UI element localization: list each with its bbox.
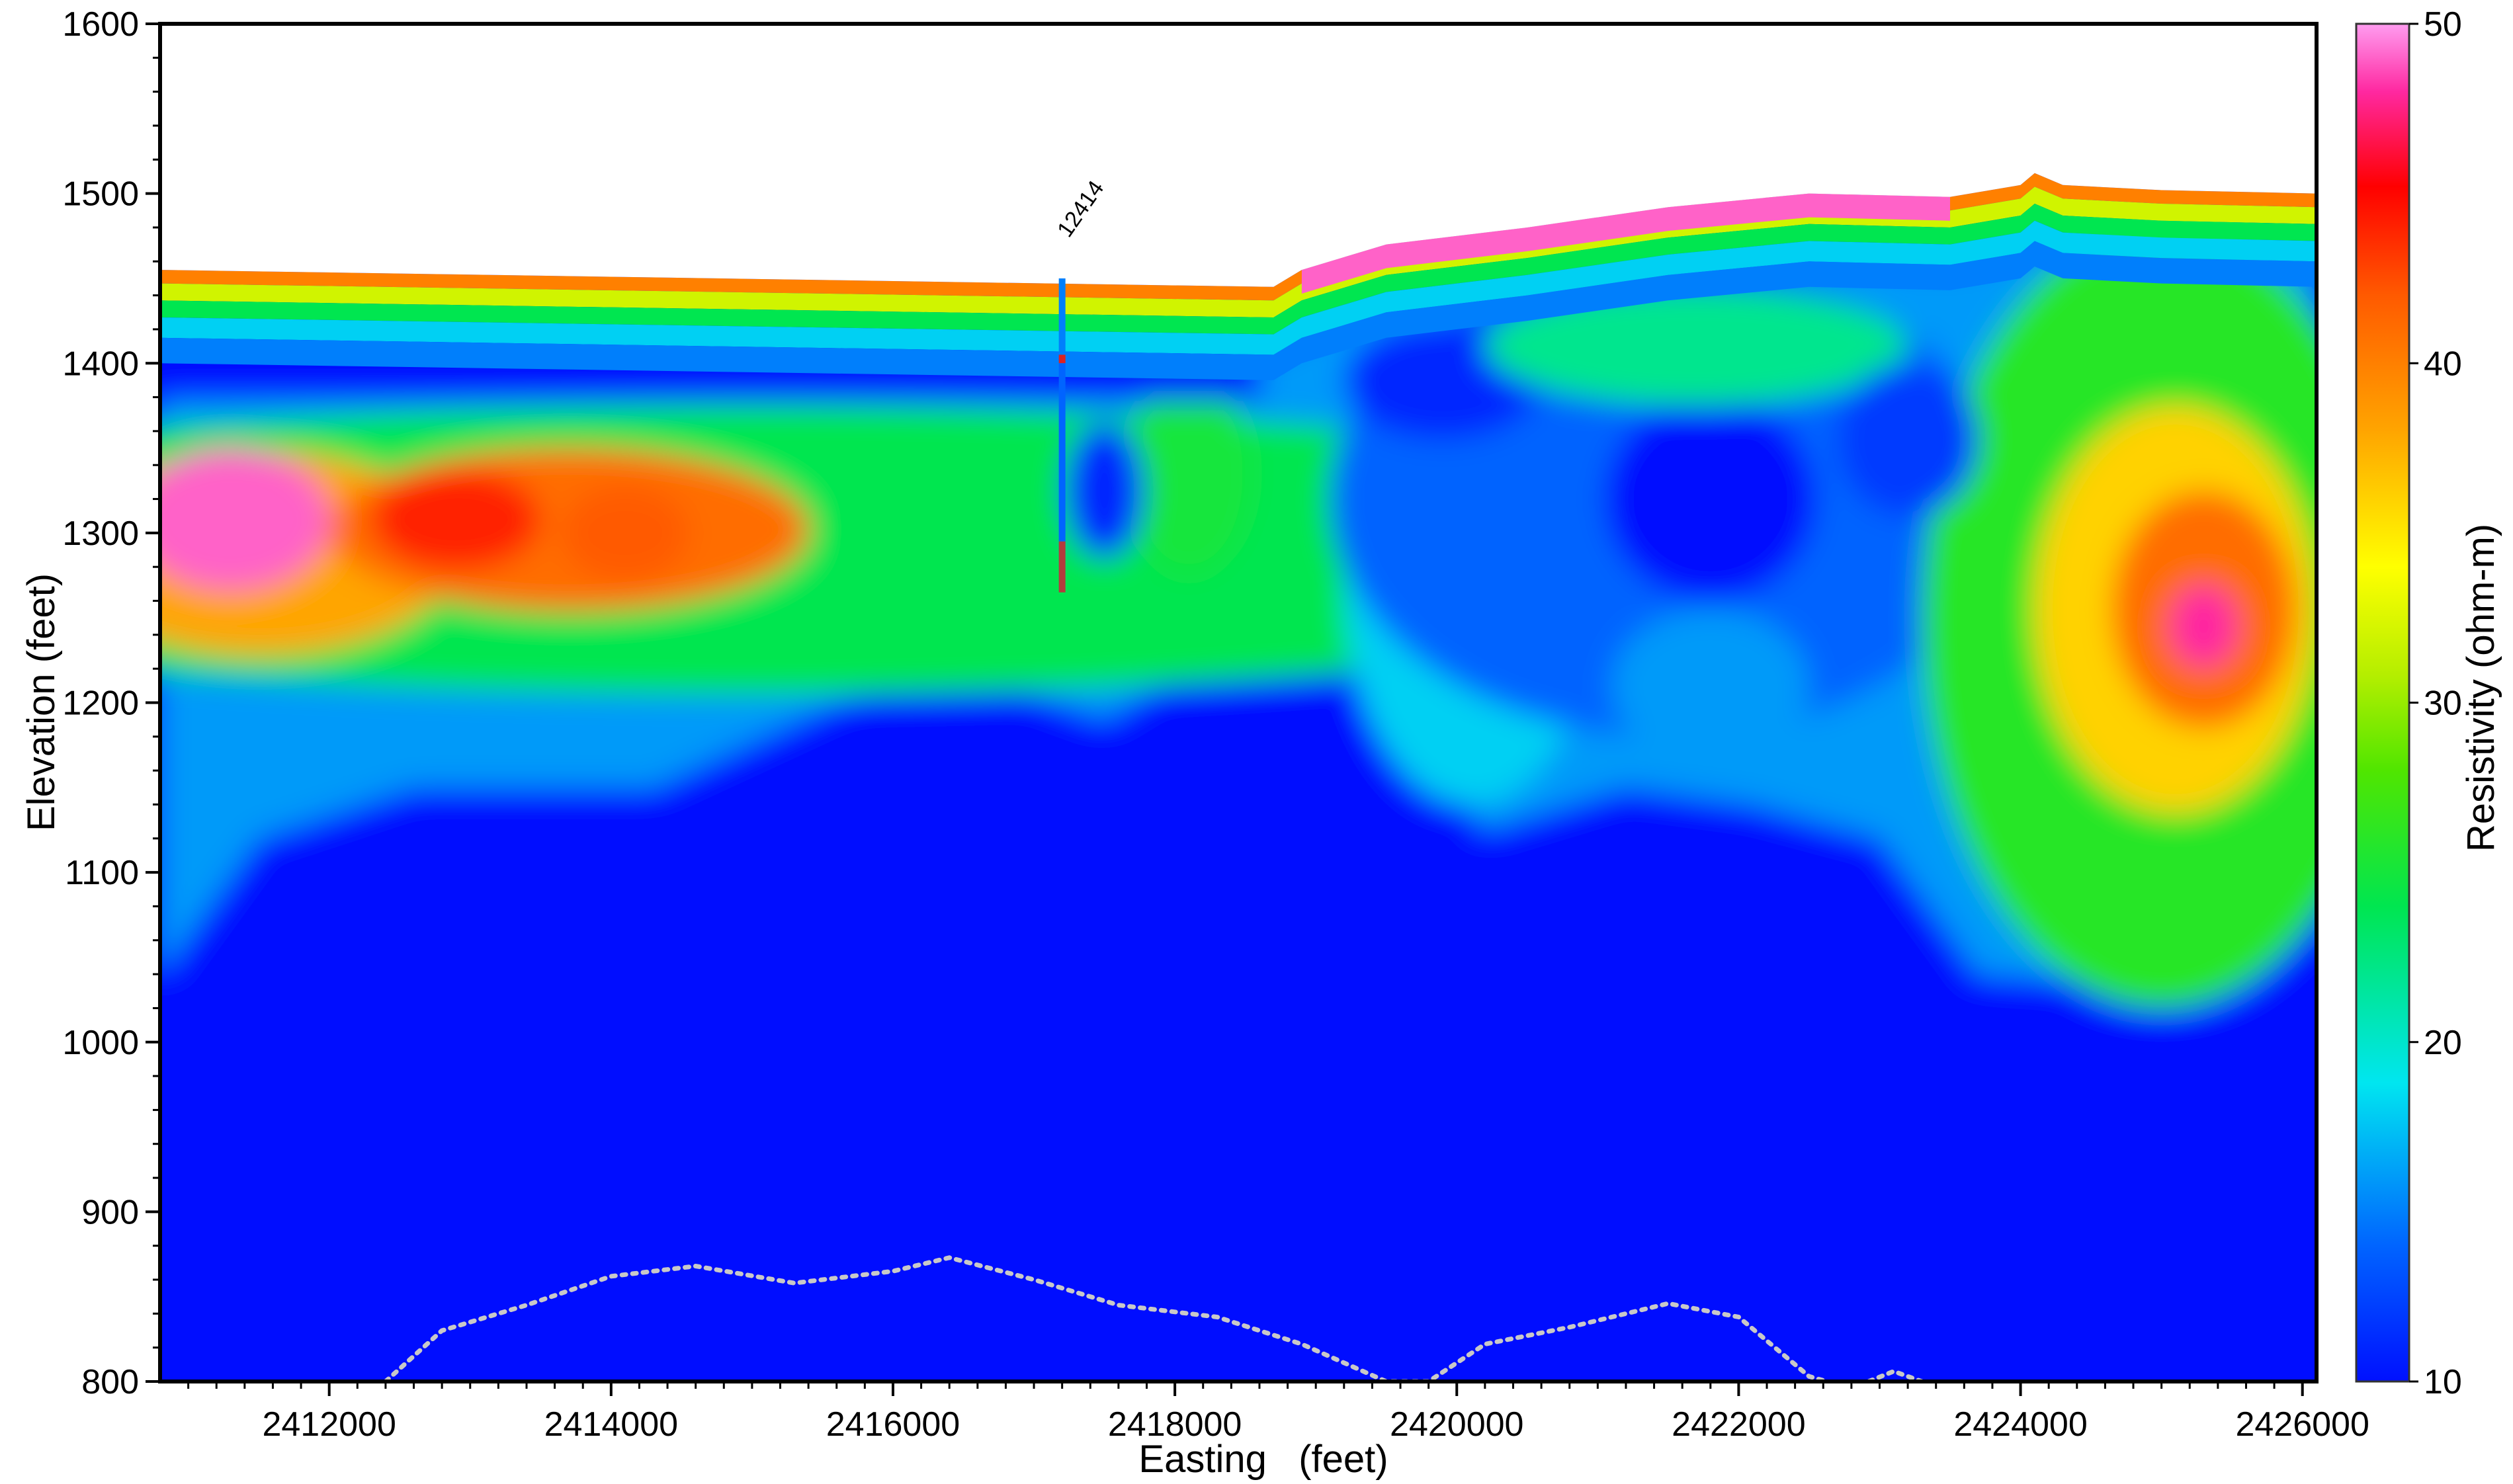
- colorbar-tick-label: 30: [2424, 684, 2462, 723]
- x-tick-label: 2416000: [826, 1405, 960, 1444]
- y-tick-label: 1100: [65, 854, 139, 892]
- resistivity-body: [371, 468, 541, 571]
- near-surface-layers: [160, 173, 2317, 380]
- x-tick-label: 2426000: [2235, 1405, 2369, 1444]
- colorbar: [2355, 22, 2410, 1383]
- colorbar-tick-label: 40: [2424, 345, 2462, 383]
- resistivity-body: [1484, 286, 1908, 406]
- surface-band: [160, 241, 2317, 380]
- y-tick-label: 1000: [62, 1024, 139, 1062]
- colorbar-tick-label: 20: [2424, 1024, 2462, 1062]
- y-tick-label: 1600: [62, 5, 139, 44]
- y-tick-label: 1300: [62, 515, 139, 553]
- x-tick-label: 2424000: [1953, 1405, 2087, 1444]
- overlay-layer: [383, 278, 1924, 1381]
- colorbar-tick-label: 10: [2424, 1363, 2462, 1401]
- y-tick-label: 800: [81, 1363, 139, 1401]
- x-axis-label: Easting (feet): [1138, 1438, 1388, 1481]
- resistivity-body: [2168, 583, 2239, 669]
- resistivity-field: [160, 24, 2317, 1381]
- resistivity-body: [1837, 363, 1979, 516]
- surface-band: [160, 220, 2317, 355]
- x-tick-label: 2414000: [544, 1405, 678, 1444]
- colorbar-label: Resistivity (ohm-m): [2459, 524, 2502, 852]
- y-axis: 800 900 1000 1100 1200 1300 1400 1500 1600: [62, 5, 160, 1401]
- resistivity-body: [1064, 423, 1144, 559]
- resistivity-body: [1611, 609, 1809, 763]
- y-tick-label: 900: [81, 1193, 139, 1231]
- surface-high-resistivity: [1301, 193, 1950, 294]
- resistivity-body: [160, 448, 329, 591]
- surface-band: [160, 204, 2317, 335]
- colorbar-ticks: 10 20 30 40 50: [2409, 5, 2462, 1401]
- resistivity-body: [562, 485, 689, 581]
- y-tick-label: 1500: [62, 175, 139, 214]
- dotted-reference-line: [383, 1255, 1924, 1381]
- x-axis: 2412000 2414000 2416000 2418000 2420000 24220…: [187, 1381, 2369, 1444]
- y-axis-label: Elevation (feet): [20, 573, 63, 831]
- x-tick-label: 2418000: [1108, 1405, 1242, 1444]
- y-tick-label: 1200: [62, 684, 139, 723]
- y-tick-label: 1400: [62, 345, 139, 383]
- x-tick-label: 2412000: [262, 1405, 396, 1444]
- above-ground-area: [160, 24, 2317, 287]
- colorbar-tick-label: 50: [2424, 5, 2462, 44]
- resistivity-body: [1605, 397, 1816, 601]
- x-tick-label: 2420000: [1390, 1405, 1523, 1444]
- x-tick-label: 2422000: [1672, 1405, 1805, 1444]
- resistivity-body: [1125, 372, 1253, 576]
